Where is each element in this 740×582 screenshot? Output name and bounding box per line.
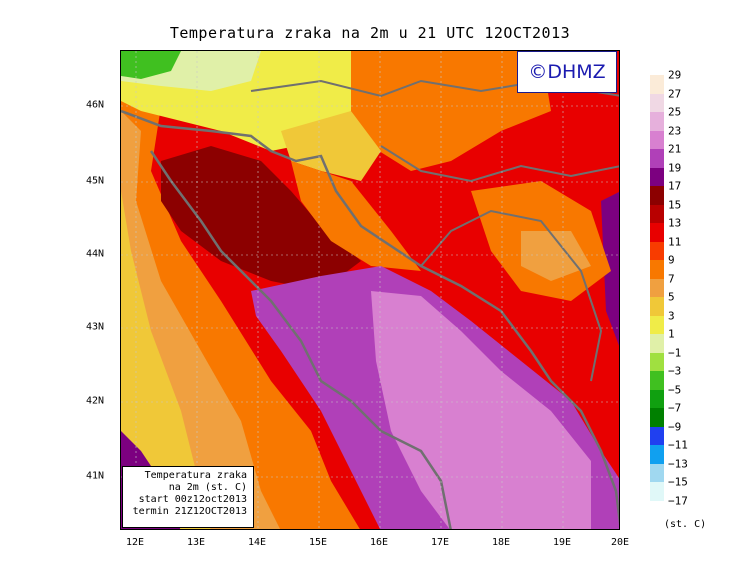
x-tick-label: 14E [247,537,267,548]
legend-label: 21 [668,142,682,156]
legend-swatch [650,315,664,334]
legend-label: 5 [668,290,675,304]
legend-swatch [650,204,664,223]
legend-swatch [650,93,664,112]
legend-swatch [650,426,664,445]
bosnia-cool-zone [521,231,591,281]
legend-swatch [650,297,664,316]
y-tick-label: 43N [86,321,105,333]
map-title: Temperatura zraka na 2m u 21 UTC 12OCT20… [169,24,571,42]
legend-swatch [650,482,664,501]
legend-label: −9 [668,420,682,433]
y-tick-label: 41N [86,470,105,482]
istria-zone [281,111,381,181]
legend-label: 29 [668,68,682,82]
legend-label: 11 [668,235,682,248]
legend-label: −11 [668,438,688,452]
legend-label: −15 [668,475,688,489]
legend-swatch [650,112,664,131]
legend-swatch [650,371,664,390]
legend-label: −5 [668,383,682,396]
info-line-2: na 2m (st. C) [168,482,247,493]
bosnia-border [420,209,603,382]
y-tick-label: 46N [86,99,105,111]
temperature-field [121,51,619,529]
legend-label: −3 [668,364,682,378]
x-tick-label: 17E [430,537,450,548]
legend-swatch [650,445,664,464]
x-tick-label: 18E [491,537,511,548]
info-line-1: Temperatura zraka [144,470,247,481]
info-line-4: termin 21Z12OCT2013 [132,506,247,517]
north-orange-zone [351,51,551,171]
legend-swatch [650,130,664,149]
legend-swatch [650,352,664,371]
x-tick-label: 19E [552,537,572,548]
legend-label: −17 [668,494,688,507]
west-coastline [149,150,452,529]
legend-label: −1 [668,346,682,359]
legend-label: 17 [668,179,682,193]
legend-swatch [650,260,664,279]
legend-swatch [650,389,664,408]
graticule [121,51,619,529]
legend-label: −13 [668,457,688,470]
legend-label: 1 [668,327,675,341]
legend-unit: (st. C) [664,519,707,530]
croatia-border [380,145,619,183]
legend-swatch [650,334,664,353]
legend-label: 3 [668,309,675,322]
legend-swatch [650,223,664,242]
legend-label: 7 [668,272,675,285]
legend-swatch [650,149,664,168]
legend-label: 23 [668,124,682,137]
legend-swatch [650,278,664,297]
legend-label: −7 [668,401,682,415]
y-tick-label: 42N [86,395,105,407]
y-tick-label: 45N [86,175,105,187]
legend-swatch [650,167,664,186]
temperature-map [120,50,620,530]
legend-label: 13 [668,216,682,230]
legend-swatch [650,408,664,427]
legend-label: 9 [668,253,675,267]
x-tick-label: 16E [369,537,389,548]
east-coastline [121,109,619,526]
legend-label: 19 [668,161,682,174]
dhmz-logo: ©DHMZ [517,51,617,93]
x-tick-label: 12E [125,537,145,548]
legend-swatch [650,75,664,94]
y-tick-label: 44N [86,248,105,260]
legend-label: 15 [668,198,682,211]
x-tick-label: 13E [186,537,206,548]
legend-label: 25 [668,105,682,119]
info-line-3: start 00z12oct2013 [138,494,247,505]
legend-swatch [650,463,664,482]
legend-swatch [650,186,664,205]
italy-cool-zone [121,191,211,529]
south-adriatic-sea [371,291,591,529]
info-box: Temperatura zraka na 2m (st. C) start 00… [122,466,254,528]
x-tick-label: 20E [610,537,630,548]
legend-label: 27 [668,87,682,100]
legend-swatch [650,241,664,260]
x-tick-label: 15E [308,537,328,548]
